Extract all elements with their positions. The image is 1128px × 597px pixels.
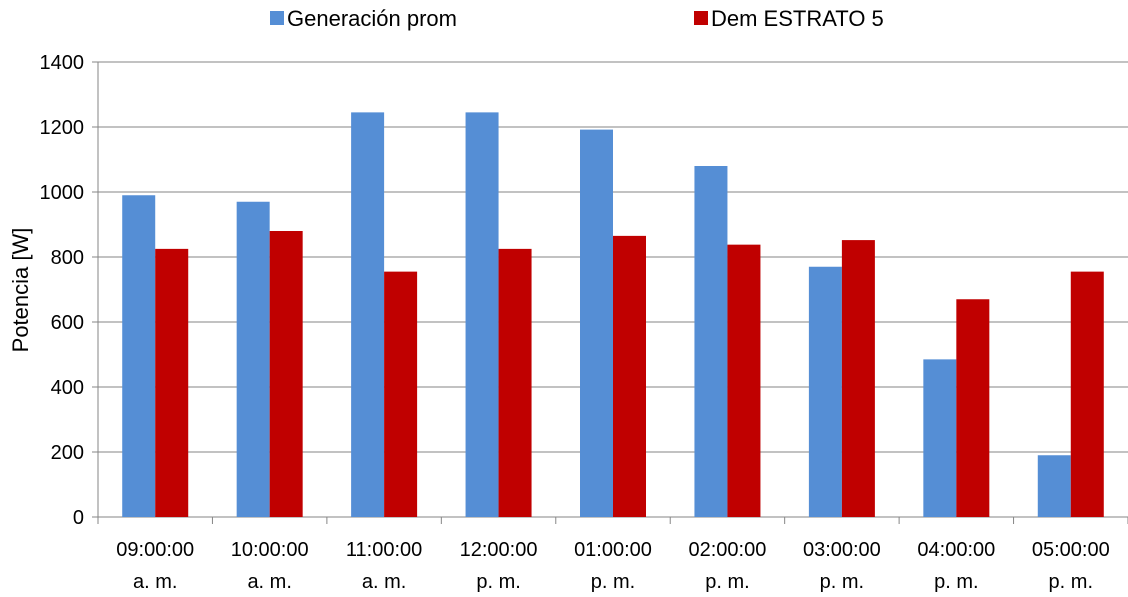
legend-swatch <box>694 11 708 25</box>
y-tick-label: 1200 <box>40 117 85 139</box>
bar-demanda <box>727 244 761 517</box>
bar-generacion <box>465 112 499 517</box>
x-tick-label: a. m. <box>247 571 291 593</box>
x-tick-label: a. m. <box>362 571 406 593</box>
x-tick-label: p. m. <box>1049 571 1093 593</box>
y-tick-label: 600 <box>51 312 84 334</box>
legend: Generación prom Dem ESTRATO 5 <box>270 6 884 31</box>
x-tick-label: 11:00:00 <box>346 539 422 561</box>
bar-generacion <box>1037 455 1071 517</box>
y-tick-label: 200 <box>51 442 84 464</box>
bar-demanda <box>269 231 303 517</box>
bar-generacion <box>351 112 385 517</box>
bar-demanda <box>613 235 646 517</box>
y-tick-label: 0 <box>73 507 84 529</box>
y-tick-labels: 0 200 400 600 800 1000 1200 1400 <box>40 52 85 529</box>
x-tick-label: 01:00:00 <box>574 539 652 561</box>
bar-generacion <box>236 201 270 517</box>
y-tick-label: 400 <box>51 377 84 399</box>
x-tick-label: p. m. <box>591 571 635 593</box>
bar-demanda <box>155 248 189 517</box>
y-tick-label: 1400 <box>40 52 85 74</box>
x-tick-label: 03:00:00 <box>803 539 881 561</box>
bar-demanda <box>384 271 418 517</box>
bar-demanda <box>956 299 990 517</box>
x-tick-label: 12:00:00 <box>460 539 538 561</box>
x-tick-label: p. m. <box>820 571 864 593</box>
x-tick-label: a. m. <box>133 571 177 593</box>
x-tick-label: 02:00:00 <box>689 539 767 561</box>
y-tick-label: 1000 <box>40 182 85 204</box>
x-tick-label: p. m. <box>934 571 978 593</box>
y-axis-label: Potencia [W] <box>8 228 33 353</box>
bar-generacion <box>122 195 156 517</box>
bars <box>122 112 1104 517</box>
bar-generacion <box>580 129 613 517</box>
x-tick-label: 10:00:00 <box>231 539 309 561</box>
bar-demanda <box>498 248 532 517</box>
legend-label: Generación prom <box>287 6 457 31</box>
legend-label: Dem ESTRATO 5 <box>711 6 884 31</box>
x-tick-label: 09:00:00 <box>116 539 194 561</box>
legend-swatch <box>270 11 284 25</box>
x-tick-label: 05:00:00 <box>1032 539 1110 561</box>
x-tick-label: p. m. <box>705 571 749 593</box>
bar-generacion <box>694 166 728 517</box>
x-tick-label: p. m. <box>476 571 520 593</box>
x-tick-labels: 09:00:00 a. m. 10:00:00 a. m. 11:00:00 a. m. 1… <box>116 539 1109 593</box>
bar-demanda <box>1070 271 1104 517</box>
bar-generacion <box>923 359 957 517</box>
x-tick-label: 04:00:00 <box>917 539 995 561</box>
bar-generacion <box>808 266 842 517</box>
bar-demanda <box>841 240 875 517</box>
y-tick-label: 800 <box>51 247 84 269</box>
